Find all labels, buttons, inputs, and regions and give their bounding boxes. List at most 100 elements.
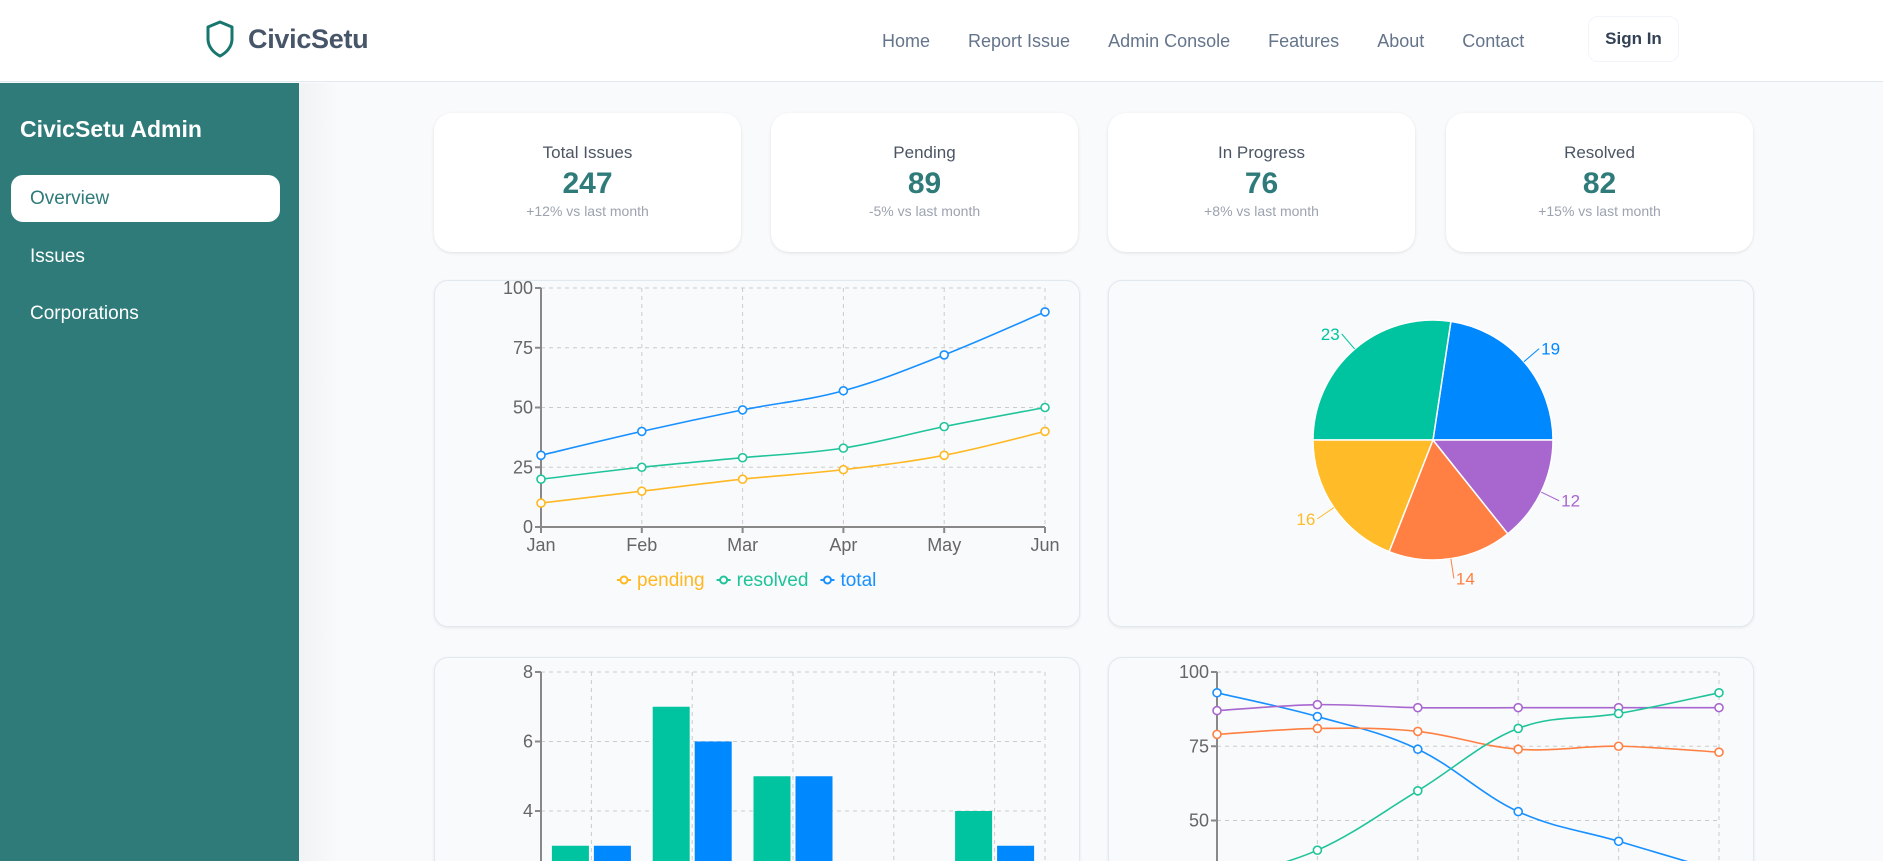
stat-value: 82 xyxy=(1582,167,1617,200)
y-tick-label: 50 xyxy=(513,398,533,418)
sidebar-item-corporations[interactable]: Corporations xyxy=(30,302,139,324)
stat-delta: +8% vs last month xyxy=(1204,203,1319,219)
series-line-total xyxy=(540,311,1046,457)
sidebar: CivicSetu Admin Overview Issues Corporat… xyxy=(0,83,299,861)
pie-label: 12 xyxy=(1561,492,1580,511)
sidebar-item-issues[interactable]: Issues xyxy=(30,245,85,267)
stat-card-total-issues: Total Issues 247 +12% vs last month xyxy=(434,113,741,252)
category-pie-chart-card: 19 23 16 14 12 xyxy=(1108,280,1754,627)
pie-label-line xyxy=(1523,348,1540,363)
brand-name: CivicSetu xyxy=(248,23,369,54)
trend-line-chart-card: 0 25 50 75 100 Jan Feb Mar Apr May Jun pending resol… xyxy=(434,280,1080,627)
data-point xyxy=(939,421,950,432)
sign-in-button[interactable]: Sign In xyxy=(1588,16,1679,62)
stat-label: Resolved xyxy=(1564,143,1635,162)
data-point xyxy=(1613,741,1624,752)
pie-label-line xyxy=(1450,558,1455,579)
nav-features[interactable]: Features xyxy=(1268,30,1340,51)
nav-contact[interactable]: Contact xyxy=(1462,30,1525,51)
nav-home[interactable]: Home xyxy=(882,30,931,51)
data-point xyxy=(637,426,647,437)
bar xyxy=(551,845,589,861)
stat-card-pending: Pending 89 -5% vs last month xyxy=(771,113,1078,252)
series-line-pending xyxy=(540,430,1046,504)
data-point xyxy=(838,443,849,453)
shield-icon xyxy=(206,20,234,58)
stat-value: 247 xyxy=(562,167,613,200)
data-point xyxy=(1412,726,1423,737)
data-point xyxy=(1312,699,1323,710)
bar xyxy=(652,706,690,861)
data-point xyxy=(1312,845,1323,855)
data-point xyxy=(1040,426,1050,437)
data-point xyxy=(637,462,647,473)
category-pie-chart: 19 23 16 14 12 xyxy=(1296,319,1580,588)
data-point xyxy=(737,452,748,463)
data-point xyxy=(1412,786,1423,796)
legend-marker xyxy=(822,575,832,585)
series-line-series xyxy=(1216,692,1689,861)
bar xyxy=(593,845,631,861)
data-point xyxy=(1212,705,1222,716)
data-point xyxy=(1513,723,1524,734)
x-tick-label: Jan xyxy=(526,535,555,555)
x-tick-label: Feb xyxy=(626,535,657,555)
y-tick-label: 4 xyxy=(523,801,533,821)
pie-slice xyxy=(1432,320,1554,441)
y-tick-label: 6 xyxy=(523,732,533,752)
legend-label: resolved xyxy=(737,570,809,591)
data-point xyxy=(838,385,849,396)
legend-label: pending xyxy=(637,570,705,591)
pie-label: 23 xyxy=(1321,325,1340,344)
data-point xyxy=(536,498,546,508)
legend-marker xyxy=(619,575,629,585)
pie-slice xyxy=(1312,319,1452,441)
data-point xyxy=(536,474,546,484)
pie-label: 16 xyxy=(1296,510,1315,529)
data-point xyxy=(1040,307,1050,317)
legend-label: total xyxy=(840,570,876,591)
x-tick-label: Mar xyxy=(727,535,758,555)
bar xyxy=(997,845,1035,861)
data-point xyxy=(1212,687,1222,698)
stat-delta: +15% vs last month xyxy=(1538,203,1661,219)
series-line-series xyxy=(1216,703,1719,712)
data-point xyxy=(1412,702,1423,713)
data-point xyxy=(737,474,748,484)
bar xyxy=(694,741,732,861)
pie-label: 19 xyxy=(1541,340,1560,359)
bar xyxy=(955,811,993,861)
data-point xyxy=(838,464,849,475)
series-line-series xyxy=(1285,692,1720,861)
nav-about[interactable]: About xyxy=(1377,30,1425,51)
bar xyxy=(753,776,791,861)
data-point xyxy=(939,450,950,461)
data-point xyxy=(1714,702,1724,713)
y-tick-label: 25 xyxy=(513,457,533,477)
data-point xyxy=(1613,708,1624,719)
pie-label: 14 xyxy=(1456,569,1475,588)
data-point xyxy=(1312,711,1323,722)
series-line-series xyxy=(1216,727,1720,753)
data-point xyxy=(1513,702,1524,713)
data-point xyxy=(1040,402,1050,413)
data-point xyxy=(1613,836,1624,847)
nav-admin-console[interactable]: Admin Console xyxy=(1108,30,1231,51)
sidebar-item-overview[interactable]: Overview xyxy=(11,175,280,222)
y-tick-label: 50 xyxy=(1189,811,1209,831)
x-tick-label: Jun xyxy=(1030,535,1059,555)
data-point xyxy=(1513,744,1524,755)
main-nav: Home Report Issue Admin Console Features… xyxy=(882,0,1562,82)
nav-report-issue[interactable]: Report Issue xyxy=(968,30,1071,51)
brand[interactable]: CivicSetu xyxy=(204,20,369,58)
bar xyxy=(795,776,833,861)
y-tick-label: 8 xyxy=(523,662,533,682)
pie-label-line xyxy=(1341,333,1356,350)
sidebar-shadow xyxy=(299,83,339,861)
top-navbar: CivicSetu Home Report Issue Admin Consol… xyxy=(0,0,1883,82)
stat-card-resolved: Resolved 82 +15% vs last month xyxy=(1446,113,1753,252)
